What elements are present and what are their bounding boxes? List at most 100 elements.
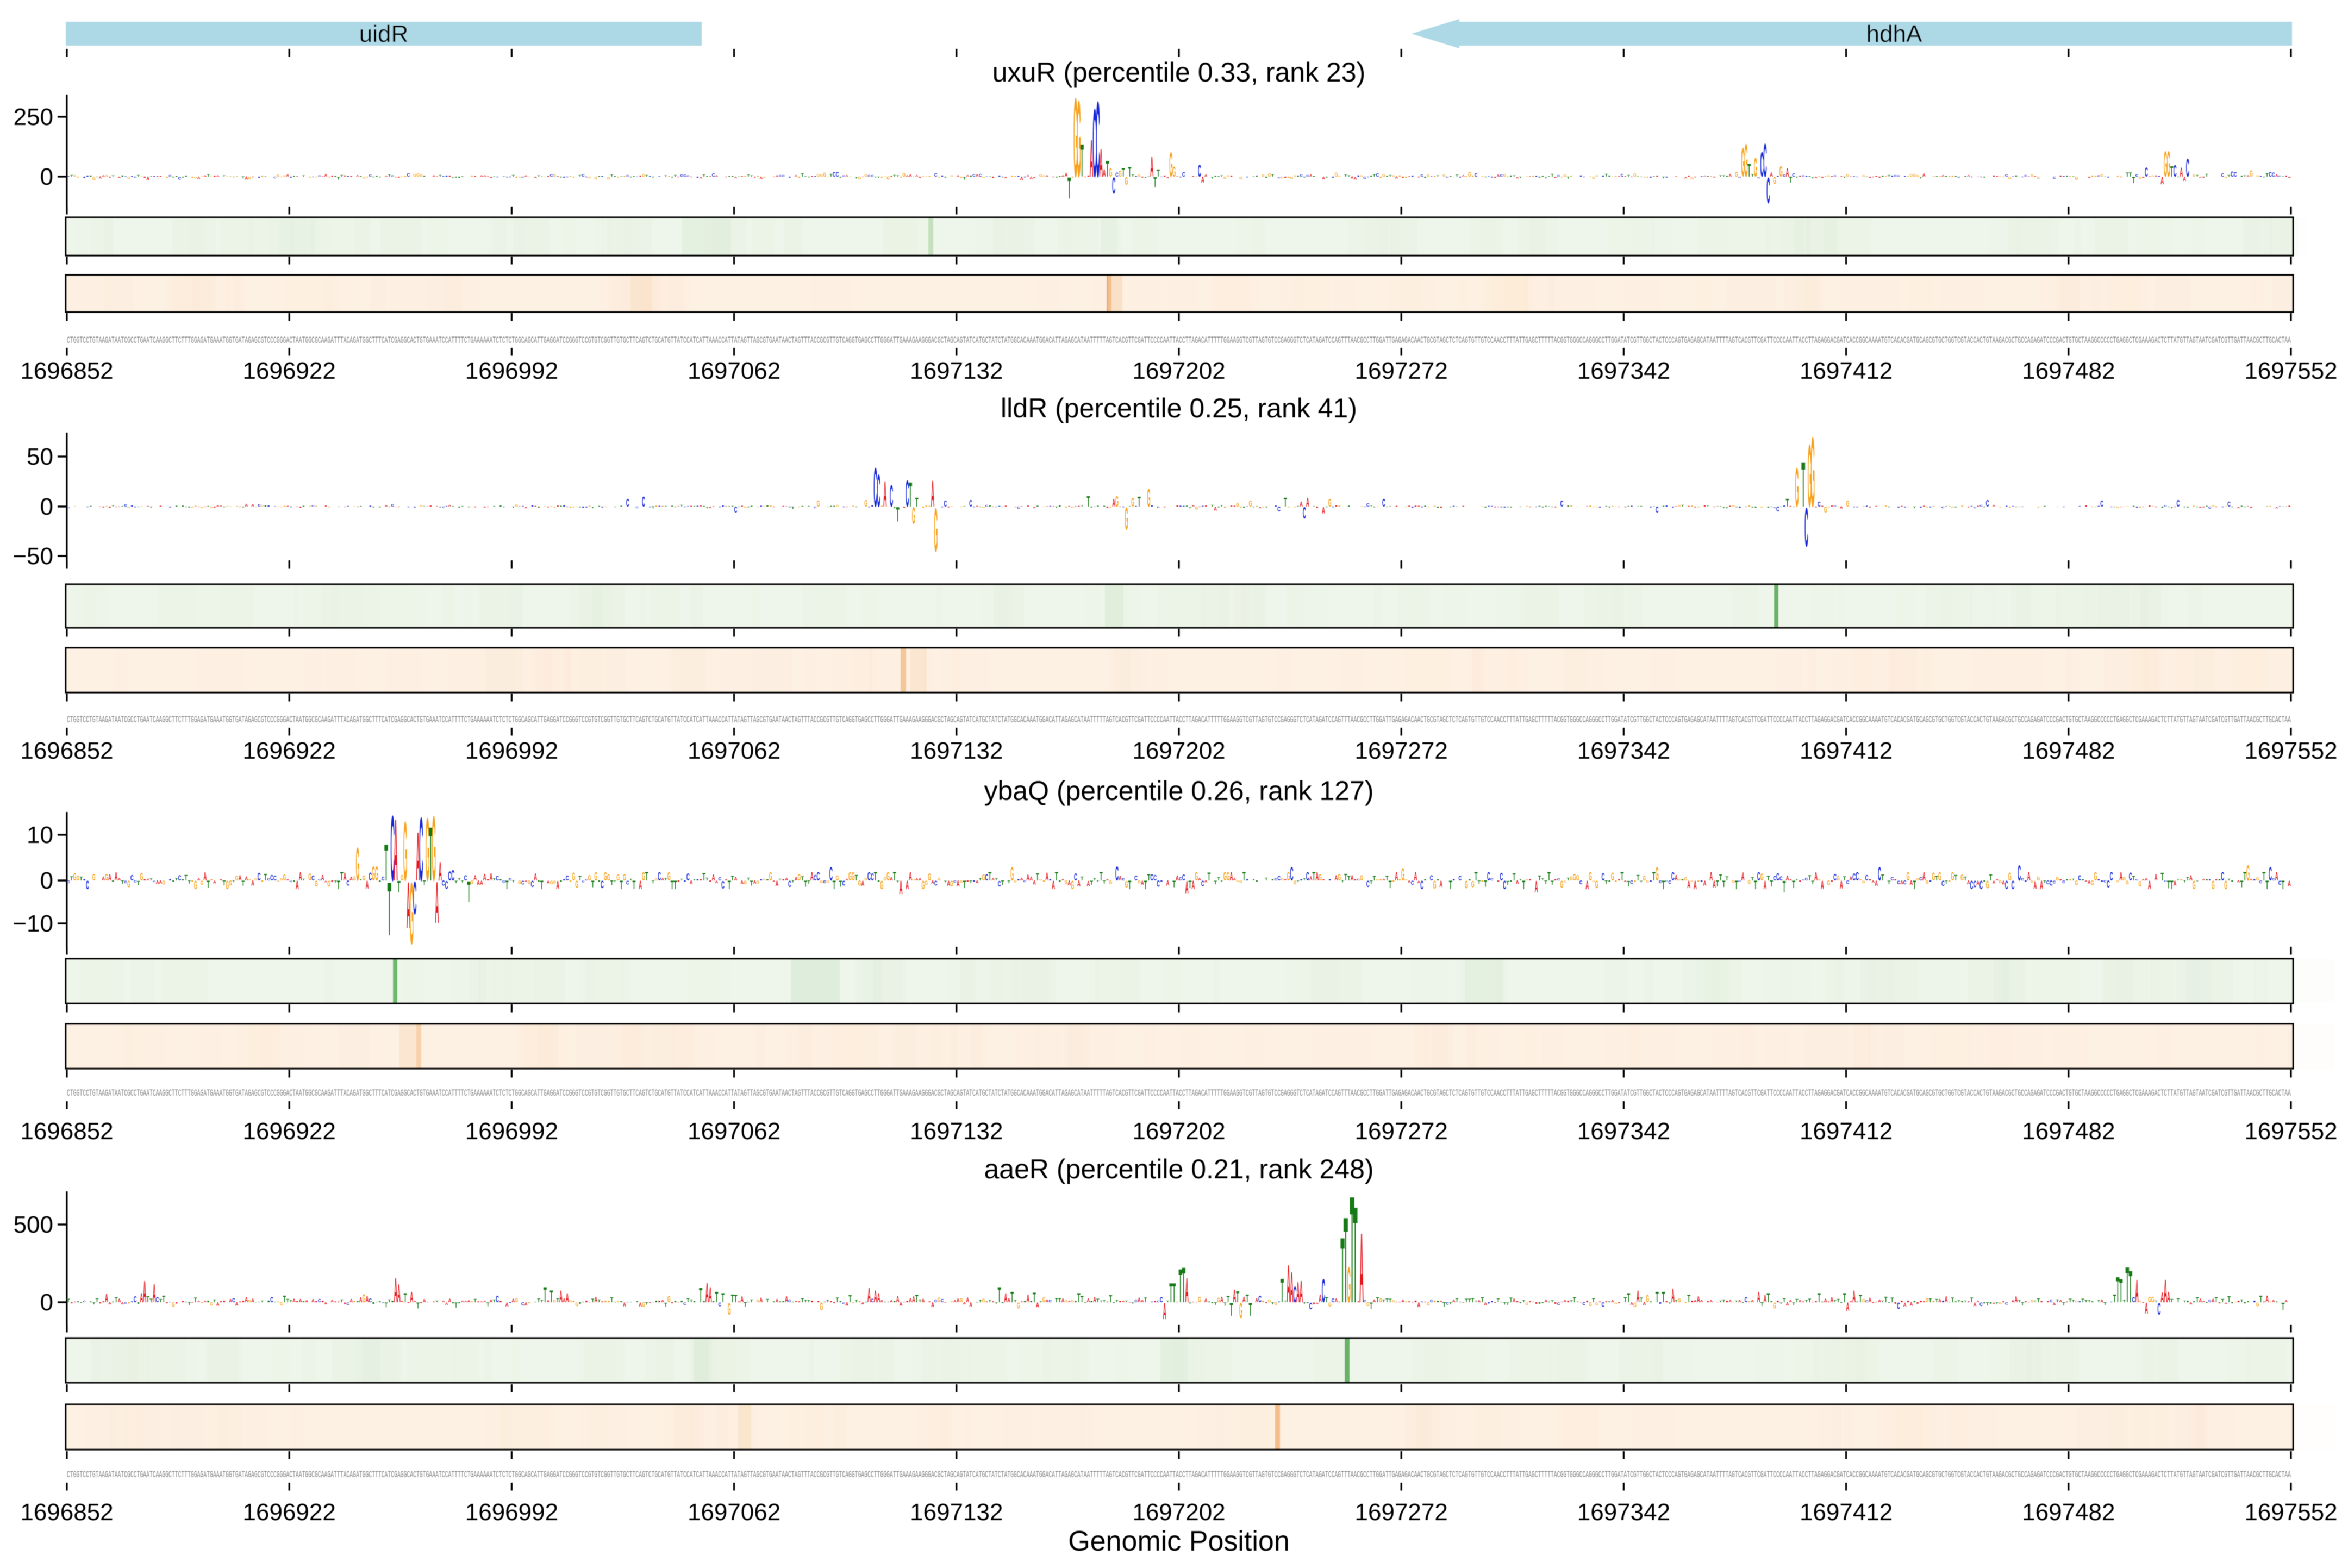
svg-text:T: T	[511, 507, 515, 508]
svg-text:T: T	[1513, 872, 1516, 883]
svg-text:T: T	[2122, 1300, 2126, 1303]
svg-text:C: C	[130, 873, 134, 882]
svg-text:A: A	[1703, 176, 1707, 177]
svg-text:T: T	[1986, 1302, 1989, 1307]
svg-text:G: G	[420, 505, 423, 508]
svg-text:A: A	[2145, 877, 2148, 882]
svg-text:G: G	[1014, 880, 1017, 884]
svg-text:1697202: 1697202	[1132, 358, 1225, 384]
svg-text:C: C	[2021, 877, 2024, 882]
svg-text:T: T	[915, 495, 919, 509]
svg-text:T: T	[1627, 879, 1630, 889]
svg-text:T: T	[1172, 878, 1176, 889]
svg-text:G: G	[1643, 875, 1646, 882]
svg-text:T: T	[2221, 1298, 2224, 1303]
svg-text:C: C	[521, 880, 524, 886]
svg-text:A: A	[915, 174, 919, 177]
svg-text:C: C	[1430, 874, 1433, 883]
svg-text:T: T	[1147, 872, 1151, 882]
svg-text:T: T	[1881, 873, 1884, 883]
svg-text:A: A	[810, 870, 814, 883]
svg-text:C: C	[871, 871, 874, 883]
svg-text:1696852: 1696852	[20, 738, 113, 764]
svg-text:1696992: 1696992	[465, 1499, 558, 1526]
svg-text:A: A	[365, 1294, 369, 1304]
svg-text:T: T	[1837, 1298, 1840, 1303]
svg-text:T: T	[2160, 871, 2164, 883]
svg-text:C: C	[502, 880, 505, 884]
svg-text:T: T	[505, 878, 509, 892]
svg-text:C: C	[1804, 497, 1808, 559]
svg-text:A: A	[966, 175, 969, 178]
svg-text:C: C	[1306, 870, 1309, 883]
svg-text:A: A	[2027, 870, 2031, 883]
svg-text:G: G	[769, 870, 772, 883]
svg-text:A: A	[1354, 176, 1357, 181]
svg-text:C: C	[2227, 501, 2231, 508]
svg-text:C: C	[1802, 175, 1806, 177]
svg-text:A: A	[1938, 1298, 1941, 1303]
svg-text:T: T	[429, 811, 433, 897]
svg-text:A: A	[1061, 176, 1065, 177]
svg-text:G: G	[950, 176, 953, 177]
svg-text:hdhA: hdhA	[1866, 21, 1922, 47]
svg-text:G: G	[1042, 1296, 1046, 1304]
svg-text:A: A	[991, 878, 995, 882]
svg-text:G: G	[1268, 1298, 1271, 1303]
svg-text:G: G	[728, 1299, 731, 1319]
svg-text:A: A	[1300, 501, 1303, 508]
svg-text:A: A	[740, 879, 744, 885]
svg-text:G: G	[1846, 499, 1850, 509]
svg-text:T: T	[944, 880, 947, 883]
svg-text:T: T	[693, 879, 697, 881]
svg-text:G: G	[1646, 1293, 1649, 1305]
svg-text:A: A	[2014, 1295, 2018, 1304]
svg-text:A: A	[1061, 1297, 1065, 1303]
svg-text:G: G	[1907, 870, 1910, 883]
svg-text:A: A	[906, 878, 909, 892]
svg-text:C: C	[985, 505, 988, 508]
svg-text:C: C	[1160, 1296, 1163, 1304]
svg-text:A: A	[203, 870, 207, 883]
svg-text:A: A	[1004, 177, 1008, 179]
svg-text:G: G	[1862, 175, 1865, 177]
svg-text:T: T	[1211, 176, 1214, 179]
svg-text:A: A	[2059, 1300, 2062, 1303]
svg-text:G: G	[1268, 172, 1271, 178]
svg-text:A: A	[1814, 870, 1818, 883]
svg-text:ybaQ (percentile 0.26, rank 12: ybaQ (percentile 0.26, rank 127)	[984, 776, 1373, 806]
svg-text:C: C	[1557, 174, 1560, 177]
svg-text:C: C	[1293, 1283, 1296, 1308]
svg-text:A: A	[239, 874, 242, 883]
svg-text:A: A	[286, 173, 290, 178]
svg-text:A: A	[1789, 879, 1792, 881]
svg-text:50: 50	[27, 443, 53, 470]
svg-text:A: A	[1086, 879, 1090, 888]
svg-text:A: A	[1033, 879, 1036, 886]
svg-text:T: T	[1735, 878, 1738, 892]
svg-text:G: G	[1810, 416, 1815, 528]
svg-text:A: A	[1637, 1286, 1640, 1306]
svg-text:A: A	[1516, 177, 1519, 179]
svg-text:T: T	[1382, 1298, 1386, 1303]
svg-text:C: C	[1671, 870, 1675, 883]
svg-text:1697272: 1697272	[1355, 1499, 1448, 1526]
svg-text:T: T	[1128, 165, 1131, 180]
svg-text:A: A	[1703, 880, 1707, 888]
svg-text:A: A	[715, 879, 719, 884]
svg-text:T: T	[213, 1298, 216, 1303]
svg-text:G: G	[836, 874, 839, 883]
svg-text:A: A	[344, 175, 347, 177]
svg-text:T: T	[1182, 1257, 1185, 1313]
svg-text:G: G	[836, 505, 839, 507]
svg-text:G: G	[226, 878, 229, 892]
svg-text:T: T	[1519, 879, 1523, 881]
svg-text:A: A	[1713, 879, 1716, 891]
svg-text:1697342: 1697342	[1577, 358, 1670, 384]
svg-text:G: G	[1678, 1297, 1681, 1303]
svg-text:T: T	[1271, 174, 1275, 177]
svg-text:A: A	[1903, 1302, 1907, 1309]
svg-text:T: T	[2088, 1300, 2091, 1303]
svg-text:T: T	[1341, 880, 1344, 883]
svg-text:G: G	[528, 879, 531, 885]
